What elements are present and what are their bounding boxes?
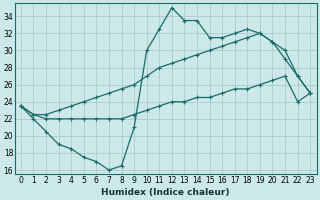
X-axis label: Humidex (Indice chaleur): Humidex (Indice chaleur) [101, 188, 230, 197]
